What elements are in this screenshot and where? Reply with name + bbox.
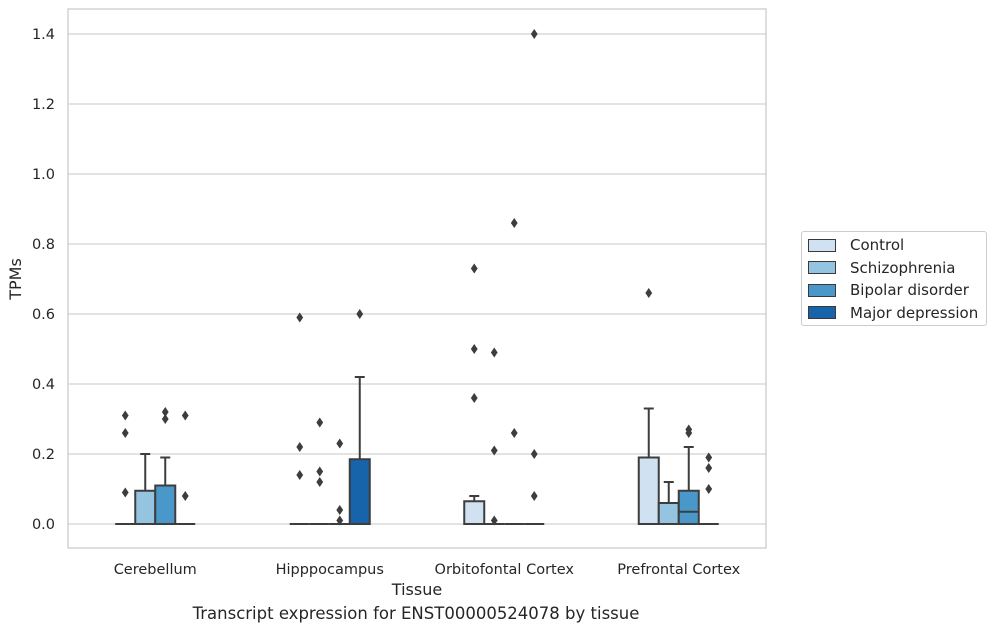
y-tick-label: 0.0 (32, 517, 55, 533)
legend-swatch (808, 261, 836, 274)
legend-item: Major depression (808, 303, 978, 323)
outlier-point (181, 410, 189, 421)
legend-label: Bipolar disorder (850, 281, 969, 299)
outlier-point (296, 312, 304, 323)
x-tick-labels: Cerebellum Hipppocampus Orbitofontal Corte… (114, 562, 741, 578)
box-control (463, 263, 486, 525)
legend-label: Schizophrenia (850, 258, 956, 277)
outlier-point (470, 393, 478, 403)
x-tick-label: Cerebellum (114, 562, 197, 578)
gridlines (68, 33, 766, 525)
box-major-depression (524, 29, 545, 525)
x-axis-label: Tissue (391, 580, 442, 599)
box (348, 458, 371, 525)
box-schizophrenia (657, 481, 680, 525)
outlier-point (510, 428, 518, 438)
outlier-point (316, 417, 324, 428)
box (637, 456, 660, 525)
y-tick-label: 1.0 (32, 167, 55, 183)
outlier-point (316, 477, 324, 487)
outlier-point (336, 515, 344, 526)
outlier-point (490, 515, 498, 526)
outlier-point (490, 347, 498, 358)
y-tick-label: 0.4 (32, 377, 55, 393)
box-major-depression (348, 309, 371, 525)
outlier-point (161, 407, 169, 417)
outlier-point (336, 438, 344, 449)
outlier-point (121, 410, 129, 421)
outlier-point (705, 452, 713, 463)
outlier-point (296, 470, 304, 480)
legend-item: Control (808, 235, 904, 255)
outlier-point (705, 484, 713, 494)
box-schizophrenia (309, 417, 330, 525)
outlier-point (705, 463, 713, 473)
box-bipolar-disorder (329, 438, 350, 526)
y-tick-label: 0.6 (32, 307, 55, 323)
box (463, 500, 486, 525)
outlier-point (121, 487, 129, 498)
legend: Control Schizophrenia Bipolar disorder Majo… (801, 231, 987, 326)
outlier-point (356, 309, 364, 319)
x-tick-label: Prefrontal Cortex (617, 562, 740, 578)
legend-item: Schizophrenia (808, 258, 955, 278)
outlier-point (530, 449, 538, 459)
chart-caption: Transcript expression for ENST0000052407… (192, 604, 640, 623)
outlier-point (490, 445, 498, 456)
y-axis-label: TPMs (6, 258, 25, 301)
y-tick-label: 0.8 (32, 237, 55, 253)
legend-label: Major depression (850, 303, 979, 322)
box-control (637, 288, 660, 525)
outlier-point (161, 414, 169, 424)
outlier-point (121, 428, 129, 438)
y-tick-label: 1.2 (32, 97, 55, 113)
x-tick-label: Hipppocampus (276, 562, 384, 578)
box-major-depression (698, 452, 719, 525)
box-schizophrenia (134, 453, 157, 525)
legend-swatch (808, 306, 836, 319)
outlier-point (530, 29, 538, 39)
y-tick-labels: 0.0 0.2 0.4 0.6 0.8 1.0 1.2 1.4 (32, 27, 55, 533)
box (134, 489, 157, 525)
box (154, 484, 177, 525)
box-control (115, 410, 136, 525)
legend-label: Control (850, 236, 905, 254)
box-major-depression (175, 410, 196, 525)
y-tick-label: 1.4 (32, 27, 55, 43)
box-bipolar-disorder (154, 407, 177, 525)
box-groups (115, 29, 719, 526)
box (677, 489, 700, 525)
box-schizophrenia (484, 347, 505, 526)
outlier-point (530, 491, 538, 501)
y-tick-label: 0.2 (32, 447, 55, 463)
box-bipolar-disorder (504, 218, 525, 525)
plot-frame (67, 8, 767, 549)
box-control (289, 312, 310, 525)
box (657, 502, 680, 525)
outlier-point (510, 218, 518, 228)
outlier-point (685, 428, 693, 438)
x-tick-label: Orbitofontal Cortex (435, 562, 575, 578)
outlier-point (470, 263, 478, 274)
outlier-point (470, 344, 478, 354)
legend-swatch (808, 238, 836, 252)
outlier-point (181, 491, 189, 501)
legend-item: Bipolar disorder (808, 280, 969, 300)
outlier-point (296, 442, 304, 452)
outlier-point (645, 288, 653, 298)
legend-swatch (808, 283, 836, 297)
outlier-point (336, 505, 344, 515)
outlier-point (316, 466, 324, 477)
box-bipolar-disorder (677, 424, 700, 525)
